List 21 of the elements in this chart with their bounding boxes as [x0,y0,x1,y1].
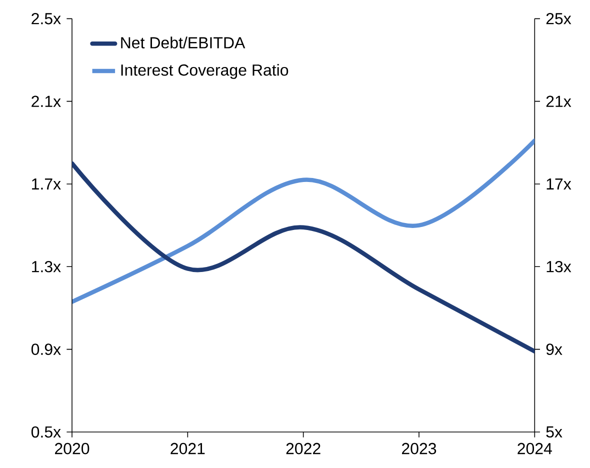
legend-label: Interest Coverage Ratio [121,64,288,79]
y-tick-label: 1.7x [32,178,61,190]
y-tick-label: 0.5x [31,426,61,438]
y2-tick-label: 17x [546,178,572,190]
y2-tick-label: 13x [546,261,572,272]
y2-tick-label: 25x [546,13,572,24]
legend-label: Net Debt/EBITDA [121,36,246,48]
y2-tick-label: 5x [546,426,562,438]
y-tick-label: 2.5x [32,13,61,24]
x-tick-label: 2021 [170,442,205,454]
line-series [72,161,535,354]
y-tick-label: 0.9x [31,344,61,355]
y2-tick-label: 21x [546,96,572,107]
x-tick-label: 2020 [55,442,90,454]
line-series [72,138,535,304]
x-tick-label: 2022 [286,442,320,454]
x-tick-label: 2023 [402,442,436,454]
y-tick-label: 1.3x [32,261,61,272]
x-tick-label: 2024 [518,442,552,454]
y2-tick-label: 9x [546,344,562,355]
y-tick-label: 2.1x [32,96,61,107]
